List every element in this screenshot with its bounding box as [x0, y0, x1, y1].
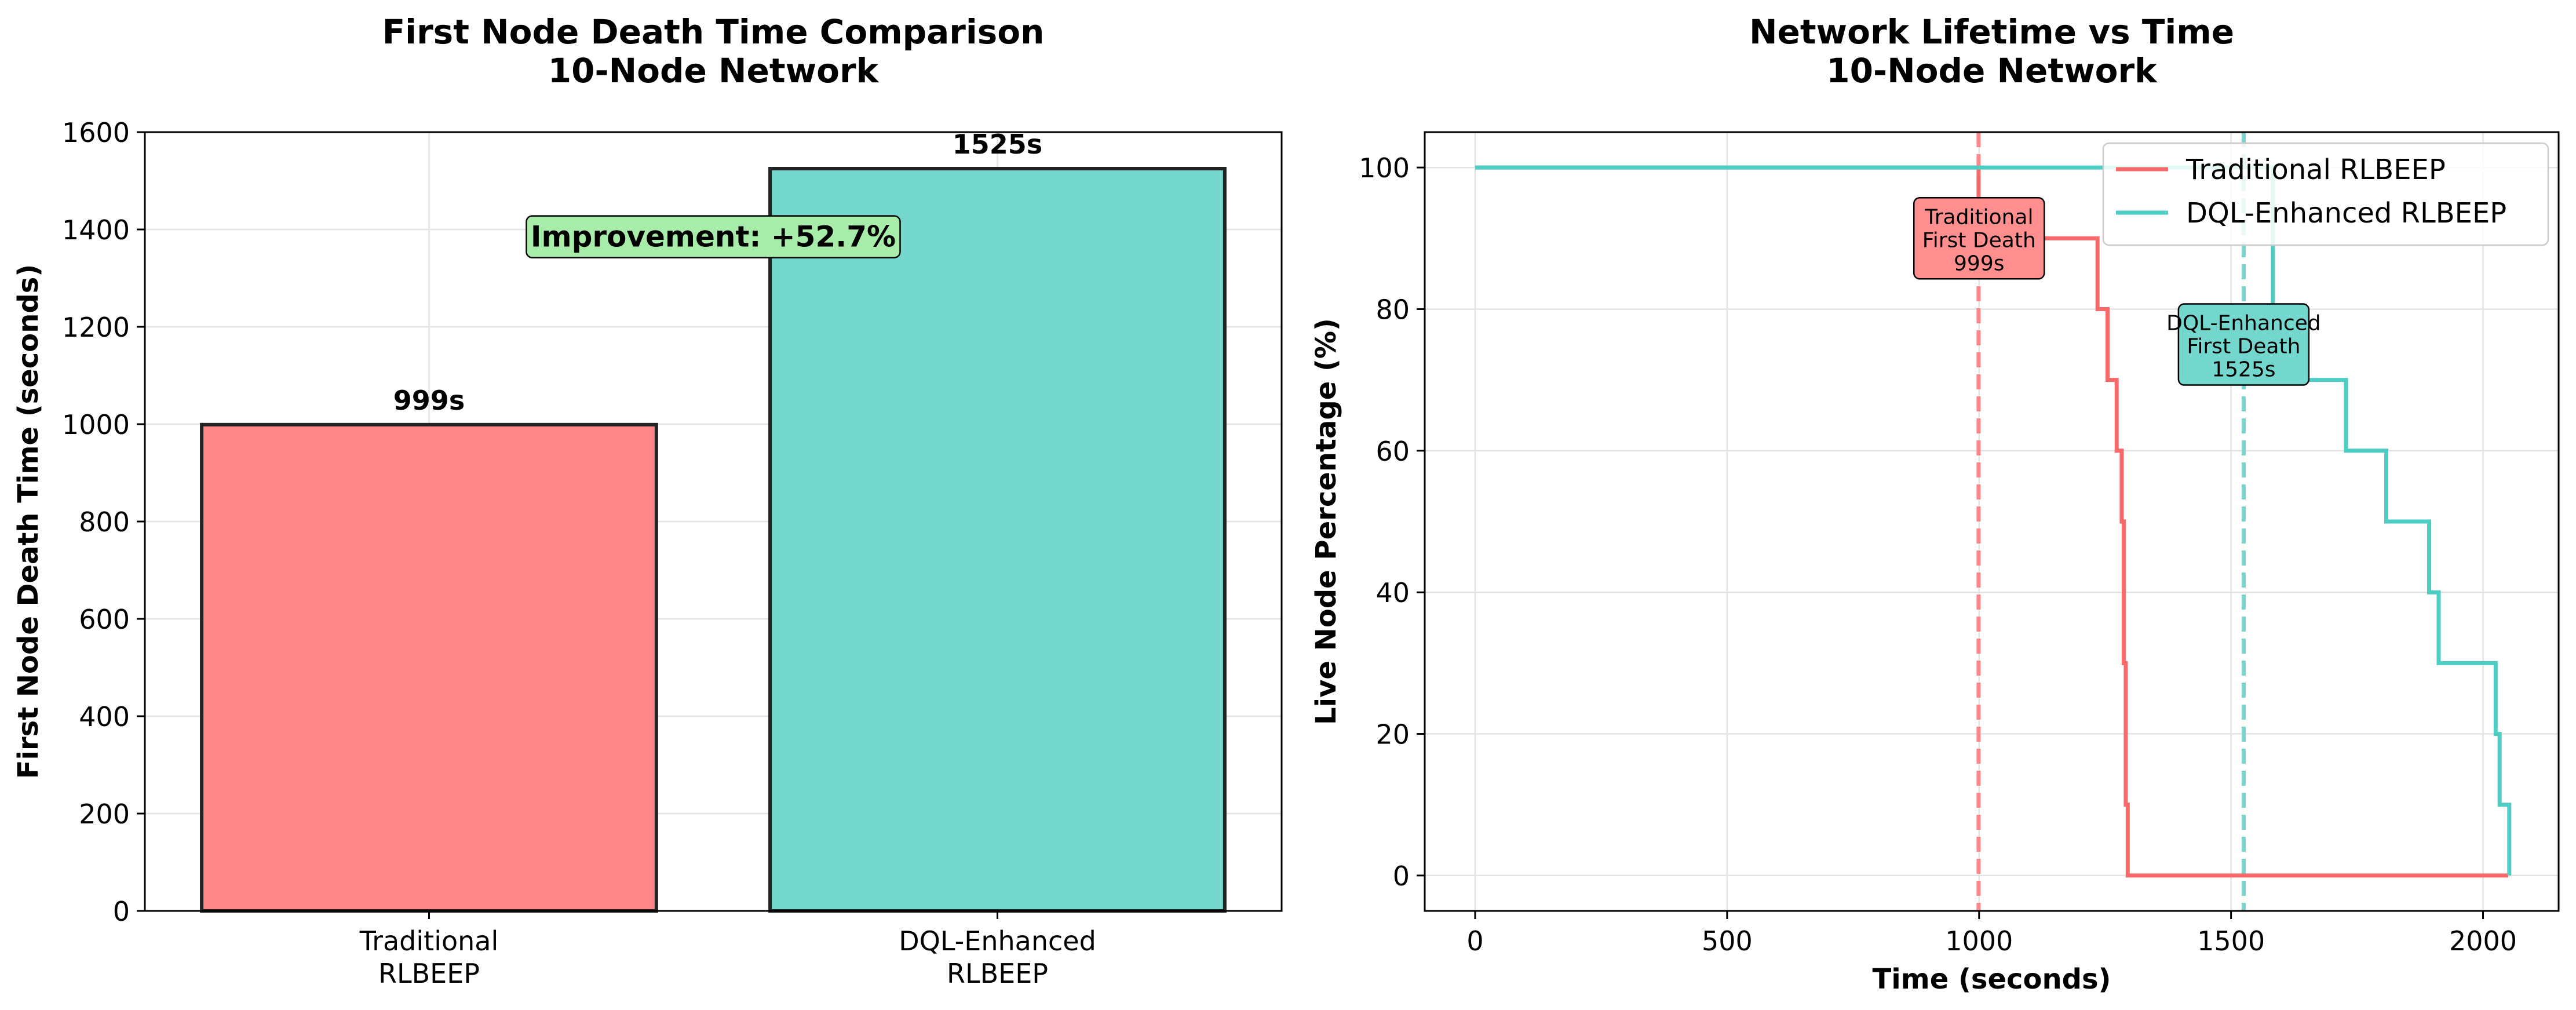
- y-tick-label: 1000: [62, 409, 130, 440]
- line-chart-network-lifetime: Network Lifetime vs Time 10-Node Network…: [1310, 12, 2560, 996]
- y-axis-ticks: 0 20 40 60 80 100: [1359, 152, 1425, 892]
- bar: [200, 422, 658, 913]
- y-axis-label: First Node Death Time (seconds): [12, 264, 45, 779]
- x-axis-ticks: 0 500 1000 1500 2000: [1466, 911, 2517, 957]
- improvement-annotation: Improvement: +52.7%: [526, 215, 901, 258]
- y-tick-label: 400: [79, 701, 130, 732]
- annotation-text: First Death: [2187, 335, 2300, 359]
- bar-chart-first-node-death: First Node Death Time Comparison 10-Node…: [12, 12, 1283, 989]
- y-tick-label: 20: [1375, 719, 1410, 750]
- x-tick-label: 0: [1466, 925, 1483, 957]
- y-tick-label: 60: [1375, 436, 1410, 467]
- annotation-box: [2177, 303, 2310, 386]
- improvement-label: Improvement: +52.7%: [531, 220, 896, 254]
- y-tick-label: 1200: [62, 312, 130, 343]
- plot-frame: [144, 131, 1283, 912]
- x-tick-label: 1000: [1945, 925, 2013, 957]
- bars: 999s 1525s: [200, 129, 1227, 913]
- first-death-markers: [1976, 132, 2246, 911]
- y-tick-label: 600: [79, 604, 130, 635]
- chart-subtitle: 10-Node Network: [1826, 51, 2158, 90]
- bar: [768, 167, 1227, 913]
- y-tick-label: 1600: [62, 117, 130, 148]
- y-tick-label: 800: [79, 506, 130, 538]
- y-tick-label: 80: [1375, 294, 1410, 325]
- annotation-text: DQL-Enhanced: [2166, 312, 2321, 336]
- y-tick-label: 0: [1393, 860, 1410, 892]
- legend: Traditional RLBEEP DQL-Enhanced RLBEEP: [2102, 142, 2549, 246]
- chart-title: First Node Death Time Comparison: [382, 12, 1045, 52]
- x-tick-label: 2000: [2449, 925, 2517, 957]
- bar-value-label: 1525s: [953, 129, 1042, 160]
- x-tick-label: 1500: [2197, 925, 2265, 957]
- chart-subtitle: 10-Node Network: [548, 51, 880, 90]
- x-tick-label: 500: [1702, 925, 1753, 957]
- legend-box: [2102, 142, 2549, 246]
- annotation-box: [526, 215, 901, 258]
- legend-label: DQL-Enhanced RLBEEP: [2186, 197, 2506, 229]
- x-tick-label: Traditional RLBEEP: [359, 925, 499, 989]
- annotation-box: [1913, 197, 2045, 280]
- plot-frame: [1424, 131, 2560, 912]
- y-tick-label: 100: [1359, 152, 1410, 184]
- bar-value-label: 999s: [393, 385, 465, 416]
- chart-title: Network Lifetime vs Time: [1749, 12, 2234, 52]
- y-tick-label: 1400: [62, 214, 130, 246]
- legend-label: Traditional RLBEEP: [2185, 154, 2446, 186]
- x-tick-label: DQL-Enhanced RLBEEP: [899, 925, 1096, 989]
- y-axis-label: Live Node Percentage (%): [1310, 318, 1342, 725]
- annotation-text: First Death: [1922, 228, 2036, 252]
- y-tick-label: 200: [79, 798, 130, 830]
- annotation-text: 999s: [1954, 251, 2004, 275]
- y-axis-ticks: 0 200 400 600 800 1000 1200 1400 1600: [62, 117, 145, 927]
- x-axis-label: Time (seconds): [1872, 963, 2111, 996]
- y-tick-label: 0: [113, 896, 130, 927]
- series-line: [1475, 165, 2508, 878]
- y-tick-label: 40: [1375, 577, 1410, 608]
- annotation-text: Traditional: [1924, 205, 2033, 229]
- x-axis-ticks: Traditional RLBEEP DQL-Enhanced RLBEEP: [359, 911, 1096, 989]
- annotation-text: 1525s: [2212, 358, 2275, 382]
